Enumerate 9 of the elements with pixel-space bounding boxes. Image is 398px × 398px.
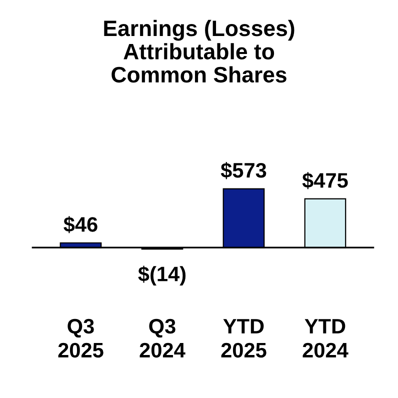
x-tick-label: YTD 2025: [221, 319, 266, 358]
x-tick-label: Q3 2024: [140, 318, 186, 358]
x-tick-label: Q3 2025: [58, 318, 104, 358]
data-label: $46: [64, 216, 98, 234]
data-label: $475: [302, 172, 348, 190]
data-label: $(14): [138, 266, 186, 286]
chart-title: Earnings (Losses) Attributable to Common Shares: [104, 20, 294, 83]
x-tick-label: YTD 2024: [302, 319, 348, 358]
data-label: $573: [220, 162, 266, 180]
